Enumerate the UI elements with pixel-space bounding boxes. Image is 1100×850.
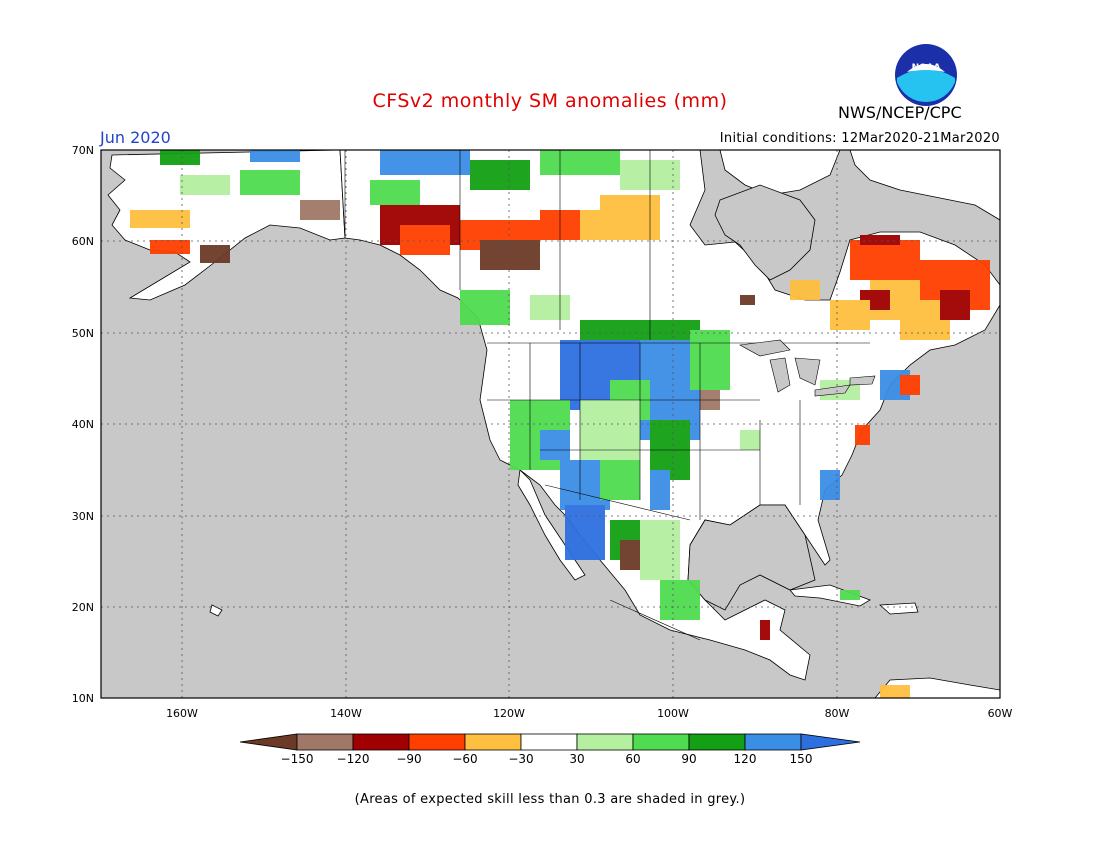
map-frame	[100, 149, 1001, 699]
legend-tick-label: −150	[281, 752, 314, 766]
legend-swatch	[576, 733, 634, 751]
lon-label: 80W	[825, 707, 850, 720]
legend-swatch	[296, 733, 354, 751]
lat-label: 50N	[72, 327, 94, 340]
legend-swatch	[352, 733, 410, 751]
gridlines	[101, 150, 1000, 698]
agency-label: NWS/NCEP/CPC	[838, 103, 962, 122]
legend-tick-label: 150	[790, 752, 813, 766]
forecast-month-label: Jun 2020	[100, 128, 171, 147]
lat-label: 60N	[72, 235, 94, 248]
logo-text: NOAA	[912, 63, 941, 73]
lat-label: 40N	[72, 418, 94, 431]
noaa-logo: NOAA	[895, 44, 957, 106]
color-legend: −150 −120 −90 −60 −30 30 60 90 120 150	[239, 733, 861, 766]
landmass-cuba	[789, 584, 871, 607]
skill-footnote: (Areas of expected skill less than 0.3 a…	[354, 792, 746, 807]
lat-label: 30N	[72, 510, 94, 523]
legend-arrow-low	[239, 733, 298, 751]
longitude-labels: 160W 140W 120W 100W 80W 60W	[166, 707, 1012, 720]
legend-swatch	[744, 733, 802, 751]
legend-tick-label: 30	[569, 752, 584, 766]
legend-swatch	[632, 733, 690, 751]
lon-label: 100W	[657, 707, 689, 720]
gulf-of-mexico	[687, 504, 816, 611]
legend-tick-label: −120	[337, 752, 370, 766]
landmass-layer	[107, 150, 1000, 698]
political-boundaries	[344, 150, 870, 641]
legend-arrow-high	[800, 733, 861, 751]
landmass-arctic-islands	[719, 150, 841, 196]
legend-tick-label: −60	[452, 752, 477, 766]
landmass-greenland	[849, 150, 1000, 221]
legend-tick-label: 120	[734, 752, 757, 766]
hudson-bay	[714, 184, 816, 281]
lon-label: 60W	[988, 707, 1013, 720]
landmass-hawaii	[209, 604, 223, 617]
lat-label: 20N	[72, 601, 94, 614]
great-lakes	[739, 339, 876, 397]
legend-swatch	[464, 733, 522, 751]
lat-label: 70N	[72, 144, 94, 157]
lat-label: 10N	[72, 692, 94, 705]
initial-conditions-label: Initial conditions: 12Mar2020-21Mar2020	[719, 131, 1000, 146]
landmass-hispaniola	[879, 602, 919, 615]
legend-tick-label: 90	[681, 752, 696, 766]
lon-label: 120W	[493, 707, 525, 720]
legend-tick-label: −90	[396, 752, 421, 766]
lon-label: 160W	[166, 707, 198, 720]
lon-label: 140W	[330, 707, 362, 720]
legend-tick-label: −30	[508, 752, 533, 766]
legend-tick-label: 60	[625, 752, 640, 766]
map-title: CFSv2 monthly SM anomalies (mm)	[372, 90, 728, 112]
legend-swatch	[520, 733, 578, 751]
legend-swatch	[688, 733, 746, 751]
legend-swatch	[408, 733, 466, 751]
latitude-labels: 70N 60N 50N 40N 30N 20N 10N	[72, 144, 94, 705]
